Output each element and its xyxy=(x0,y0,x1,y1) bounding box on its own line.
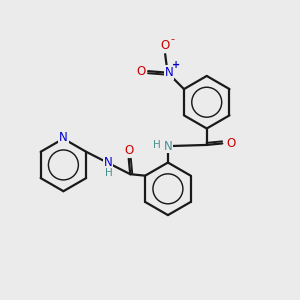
Text: N: N xyxy=(104,157,112,169)
Text: O: O xyxy=(136,65,145,78)
Text: N: N xyxy=(59,131,68,144)
Text: N: N xyxy=(165,66,173,79)
Text: O: O xyxy=(124,144,134,157)
Text: N: N xyxy=(164,140,172,153)
Text: +: + xyxy=(172,60,181,70)
Text: H: H xyxy=(153,140,160,150)
Text: -: - xyxy=(171,34,175,44)
Text: O: O xyxy=(160,39,170,52)
Text: O: O xyxy=(226,137,235,150)
Text: H: H xyxy=(105,168,113,178)
